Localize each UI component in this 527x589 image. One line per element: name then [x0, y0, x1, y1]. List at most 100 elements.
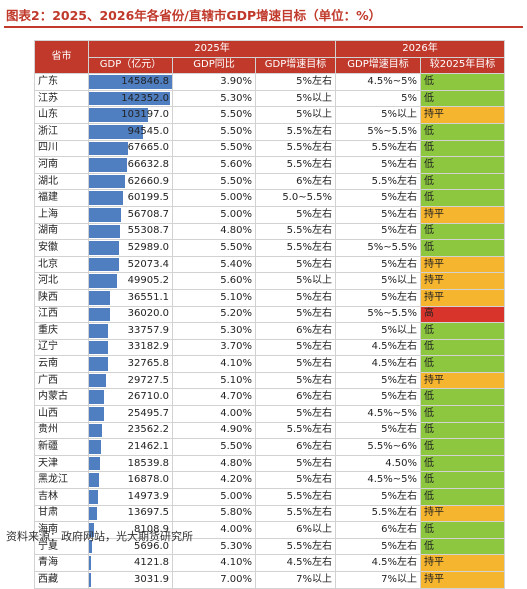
province-cell: 黑龙江 — [34, 471, 89, 490]
gdp-yoy-cell: 5.50% — [172, 239, 256, 257]
target-2025-cell: 5.0~5.5% — [255, 189, 336, 207]
gdp-value: 33757.9 — [127, 324, 169, 336]
target-2025-cell: 5%左右 — [255, 338, 336, 357]
compare-cell: 持平 — [420, 255, 505, 274]
province-cell: 浙江 — [34, 122, 89, 141]
gdp-bar — [89, 473, 99, 488]
gdp-bar — [89, 324, 109, 338]
target-2025-cell: 6%左右 — [255, 172, 336, 191]
gdp-yoy-cell: 5.50% — [172, 106, 256, 124]
target-2025-cell: 6%左右 — [255, 438, 336, 456]
target-2026-cell: 5%左右 — [335, 205, 421, 224]
target-2025-cell: 5%左右 — [255, 73, 336, 91]
target-2026-cell: 5%左右 — [335, 537, 421, 556]
gdp-yoy-cell: 7.00% — [172, 571, 256, 589]
gdp-yoy-cell: 5.00% — [172, 488, 256, 506]
target-2025-cell: 6%以上 — [255, 521, 336, 539]
gdp-cell: 16878.0 — [88, 471, 173, 490]
gdp-yoy-cell: 5.50% — [172, 139, 256, 158]
gdp-yoy-cell: 4.70% — [172, 388, 256, 407]
gdp-yoy-cell: 4.80% — [172, 222, 256, 241]
target-2026-cell: 5%左右 — [335, 388, 421, 407]
gdp-cell: 66632.8 — [88, 156, 173, 174]
gdp-value: 16878.0 — [127, 474, 169, 486]
province-cell: 湖北 — [34, 172, 89, 191]
compare-cell: 持平 — [420, 106, 505, 124]
gdp-value: 62660.9 — [127, 175, 169, 187]
target-2025-cell: 5%左右 — [255, 205, 336, 224]
compare-cell: 持平 — [420, 554, 505, 572]
province-cell: 广西 — [34, 371, 89, 390]
target-2025-cell: 5.5%左右 — [255, 139, 336, 158]
target-2026-cell: 5%以上 — [335, 106, 421, 124]
target-2025-cell: 5.5%左右 — [255, 421, 336, 440]
gdp-value: 66632.8 — [127, 158, 169, 170]
table-row: 内蒙古 26710.0 4.70% 6%左右 5%左右低 — [34, 388, 505, 407]
gdp-yoy-cell: 5.10% — [172, 288, 256, 307]
table-row: 广东 145846.8 3.90% 5%左右 4.5%~5% 低 — [34, 73, 505, 91]
compare-cell: 持平 — [420, 504, 505, 523]
table-row: 海南 8108.9 4.00% 6%以上 6%左右低 — [34, 521, 505, 539]
table-row: 山西 25495.7 4.00% 5%左右 4.5%~5% 低 — [34, 405, 505, 423]
table-row: 新疆 21462.1 5.50% 6%左右 5.5%~6% 低 — [34, 438, 505, 456]
table-row: 陕西 36551.1 5.10% 5%左右 5%左右 持平 — [34, 288, 505, 307]
target-2026-cell: 5%~5.5% — [335, 122, 421, 141]
compare-cell: 低 — [420, 438, 505, 456]
gdp-target-table: 省市 2025年 2026年 GDP（亿元） GDP同比 GDP增速目标 GDP… — [34, 39, 505, 589]
target-2026-cell: 4.50% — [335, 454, 421, 473]
target-2026-cell: 5%~5.5% — [335, 305, 421, 324]
target-2026-cell: 5%左右 — [335, 255, 421, 274]
table-row: 江苏 142352.0 5.30% 5%以上 5% 低 — [34, 89, 505, 108]
compare-cell: 持平 — [420, 371, 505, 390]
gdp-value: 4121.8 — [134, 557, 169, 569]
gdp-bar — [89, 290, 110, 305]
table-row: 四川 67665.0 5.50% 5.5%左右 5.5%左右低 — [34, 139, 505, 158]
compare-cell: 低 — [420, 388, 505, 407]
header-year-2025: 2025年 — [88, 40, 336, 58]
gdp-cell: 25495.7 — [88, 405, 173, 423]
gdp-bar — [89, 224, 121, 239]
gdp-cell: 32765.8 — [88, 355, 173, 373]
title-divider — [4, 26, 523, 28]
target-2026-cell: 4.5%左右 — [335, 554, 421, 572]
gdp-value: 23562.2 — [127, 424, 169, 436]
gdp-bar — [89, 357, 108, 371]
gdp-value: 52989.0 — [127, 241, 169, 253]
table-row: 湖北 62660.9 5.50% 6%左右 5.5%左右低 — [34, 172, 505, 191]
gdp-bar — [89, 456, 100, 471]
gdp-value: 3031.9 — [134, 573, 169, 585]
gdp-cell: 142352.0 — [88, 89, 173, 108]
target-2025-cell: 5.5%左右 — [255, 222, 336, 241]
gdp-value: 56708.7 — [127, 208, 169, 220]
source-note: 资料来源：政府网站，光大期货研究所 — [6, 530, 193, 543]
table-row: 上海 56708.7 5.00% 5%左右 5%左右 持平 — [34, 205, 505, 224]
gdp-bar — [89, 490, 98, 504]
target-2026-cell: 5%以上 — [335, 272, 421, 290]
gdp-yoy-cell: 5.30% — [172, 322, 256, 340]
header-year-2026: 2026年 — [335, 40, 505, 58]
header-compare: 较2025年目标 — [420, 56, 505, 75]
gdp-cell: 3031.9 — [88, 571, 173, 589]
gdp-cell: 62660.9 — [88, 172, 173, 191]
target-2025-cell: 5.5%左右 — [255, 122, 336, 141]
gdp-bar — [89, 274, 118, 288]
target-2026-cell: 6%左右 — [335, 521, 421, 539]
compare-cell: 持平 — [420, 571, 505, 589]
table-row: 湖南 55308.7 4.80% 5.5%左右 5%左右低 — [34, 222, 505, 241]
gdp-bar — [89, 174, 125, 189]
table-row: 浙江 94545.0 5.50% 5.5%左右 5%~5.5% 低 — [34, 122, 505, 141]
gdp-cell: 103197.0 — [88, 106, 173, 124]
target-2026-cell: 5.5%左右 — [335, 504, 421, 523]
gdp-value: 18539.8 — [127, 457, 169, 469]
gdp-value: 49905.2 — [127, 275, 169, 287]
target-2025-cell: 5%左右 — [255, 405, 336, 423]
figure-title: 图表2：2025、2026年各省份/直辖市GDP增速目标（单位：%） — [6, 8, 382, 23]
province-cell: 上海 — [34, 205, 89, 224]
province-cell: 青海 — [34, 554, 89, 572]
gdp-bar — [89, 373, 106, 388]
target-2026-cell: 5%左右 — [335, 288, 421, 307]
gdp-cell: 8108.9 — [88, 521, 173, 539]
province-cell: 江西 — [34, 305, 89, 324]
compare-cell: 持平 — [420, 272, 505, 290]
compare-cell: 持平 — [420, 288, 505, 307]
